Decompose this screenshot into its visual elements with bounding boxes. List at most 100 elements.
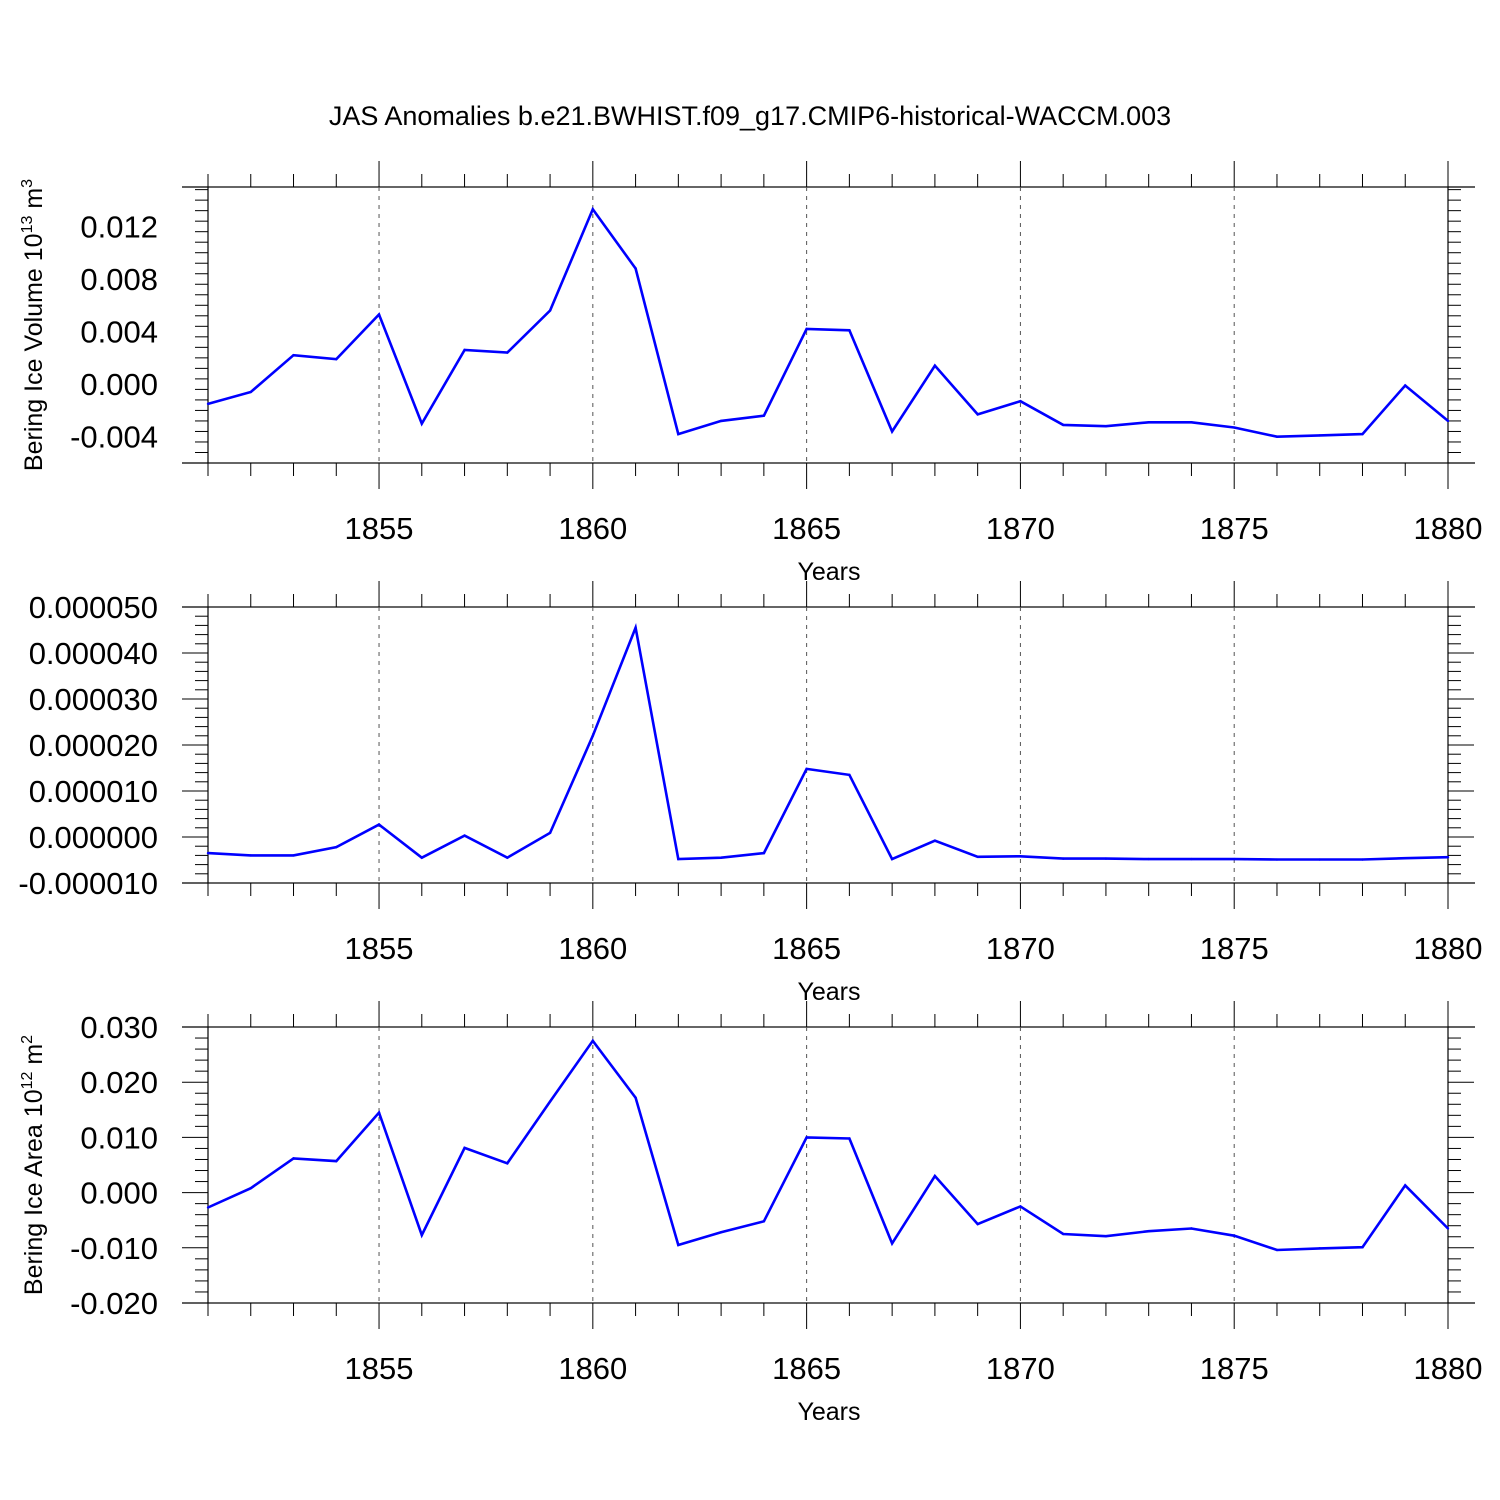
data-point bbox=[1190, 857, 1193, 861]
series-line bbox=[207, 206, 1449, 439]
data-point bbox=[762, 414, 766, 417]
data-point bbox=[1275, 1248, 1279, 1252]
data-point bbox=[805, 767, 808, 771]
data-point bbox=[249, 1186, 252, 1190]
y-axis-title: Bering Ice Area 1012 m2 bbox=[19, 1035, 48, 1295]
y-tick-label: 0.008 bbox=[80, 262, 158, 297]
data-point bbox=[805, 327, 808, 331]
panel-3: -0.020 -0.010 0.000 0.010 0.020 0.030 1855 1860… bbox=[19, 1001, 1482, 1426]
data-point bbox=[1361, 432, 1364, 436]
data-point bbox=[335, 845, 338, 849]
y-tick-label: -0.000010 bbox=[18, 866, 158, 901]
data-point bbox=[206, 851, 210, 855]
data-point bbox=[976, 1222, 979, 1226]
data-point bbox=[463, 1146, 466, 1150]
plot-frame bbox=[207, 1026, 1449, 1304]
data-point bbox=[377, 1111, 381, 1114]
data-point bbox=[1061, 1232, 1065, 1236]
y-tick-label: 0.000050 bbox=[29, 590, 158, 625]
data-point bbox=[805, 1136, 808, 1139]
panel-2: -0.000010 0.000000 0.000010 0.000020 0.00003… bbox=[18, 581, 1482, 1006]
x-tick-label: 1860 bbox=[558, 931, 627, 966]
chart-panels: -0.004 0.000 0.004 0.008 0.012 1855 1860 1865 18… bbox=[18, 161, 1482, 1426]
data-point bbox=[1361, 858, 1364, 861]
x-tick-label: 1875 bbox=[1200, 1351, 1269, 1386]
data-point bbox=[933, 1174, 937, 1178]
data-point bbox=[933, 839, 937, 842]
x-tick-label: 1865 bbox=[772, 1351, 841, 1386]
data-point bbox=[1446, 856, 1450, 859]
data-point bbox=[1275, 858, 1279, 861]
data-point bbox=[762, 851, 766, 855]
series-line bbox=[207, 1038, 1449, 1252]
x-tick-label: 1875 bbox=[1200, 931, 1269, 966]
y-tick-label: 0.000040 bbox=[29, 636, 158, 671]
y-tick-label: 0.000010 bbox=[29, 774, 158, 809]
data-point bbox=[292, 354, 295, 357]
data-point bbox=[1190, 421, 1193, 424]
data-point bbox=[1318, 434, 1321, 437]
data-point bbox=[848, 329, 851, 332]
data-point bbox=[591, 734, 595, 737]
y-tick-label: 0.020 bbox=[80, 1065, 158, 1100]
data-point bbox=[762, 1220, 766, 1223]
y-tick-label: 0.004 bbox=[80, 315, 158, 350]
data-point bbox=[1019, 855, 1022, 858]
data-point bbox=[548, 309, 552, 312]
y-tick-label: -0.020 bbox=[70, 1286, 158, 1321]
data-point bbox=[420, 422, 423, 425]
data-point bbox=[377, 823, 381, 826]
data-point bbox=[976, 413, 979, 416]
data-point bbox=[634, 1096, 637, 1099]
y-tick-label: 0.012 bbox=[80, 209, 158, 244]
y-tick-label: 0.030 bbox=[80, 1010, 158, 1045]
data-point bbox=[1446, 419, 1450, 423]
x-tick-label: 1870 bbox=[986, 931, 1055, 966]
data-point bbox=[1404, 1184, 1407, 1187]
series-line bbox=[207, 623, 1449, 861]
data-point bbox=[1147, 421, 1150, 424]
data-point bbox=[1019, 1205, 1022, 1208]
data-point bbox=[420, 1233, 423, 1237]
x-tick-label: 1870 bbox=[986, 1351, 1055, 1386]
x-tick-label: 1855 bbox=[345, 931, 414, 966]
data-point bbox=[1104, 857, 1108, 860]
data-point bbox=[1318, 1247, 1321, 1250]
y-tick-label: 0.000030 bbox=[29, 682, 158, 717]
data-point bbox=[890, 857, 894, 861]
data-point bbox=[292, 854, 295, 857]
data-point bbox=[1318, 858, 1321, 861]
data-point bbox=[1275, 435, 1279, 438]
y-tick-label: 0.010 bbox=[80, 1120, 158, 1155]
data-point bbox=[677, 1243, 680, 1247]
y-tick-label: 0.000000 bbox=[29, 820, 158, 855]
x-tick-label: 1865 bbox=[772, 511, 841, 546]
data-point bbox=[848, 1137, 851, 1140]
x-axis-title: Years bbox=[797, 978, 860, 1006]
data-point bbox=[1233, 857, 1236, 861]
y-tick-label: 0.000 bbox=[80, 1176, 158, 1211]
data-point bbox=[249, 854, 252, 857]
y-tick-label: -0.004 bbox=[70, 420, 158, 455]
data-point bbox=[1233, 426, 1236, 429]
chart-title: JAS Anomalies b.e21.BWHIST.f09_g17.CMIP6… bbox=[329, 101, 1171, 131]
y-tick-label: 0.000 bbox=[80, 367, 158, 402]
x-tick-label: 1880 bbox=[1414, 1351, 1483, 1386]
data-point bbox=[292, 1157, 295, 1160]
data-point bbox=[335, 1159, 338, 1163]
data-point bbox=[1104, 425, 1108, 428]
data-point bbox=[463, 834, 466, 837]
data-point bbox=[591, 1039, 595, 1043]
data-point bbox=[1147, 1230, 1150, 1233]
data-point bbox=[1446, 1227, 1450, 1230]
x-tick-label: 1870 bbox=[986, 511, 1055, 546]
x-tick-label: 1855 bbox=[345, 1351, 414, 1386]
data-point bbox=[677, 857, 680, 861]
data-point bbox=[719, 1231, 723, 1234]
data-point bbox=[719, 419, 723, 423]
data-point bbox=[548, 831, 552, 835]
data-point bbox=[634, 267, 637, 270]
data-point bbox=[506, 351, 509, 354]
data-point bbox=[206, 1206, 210, 1209]
